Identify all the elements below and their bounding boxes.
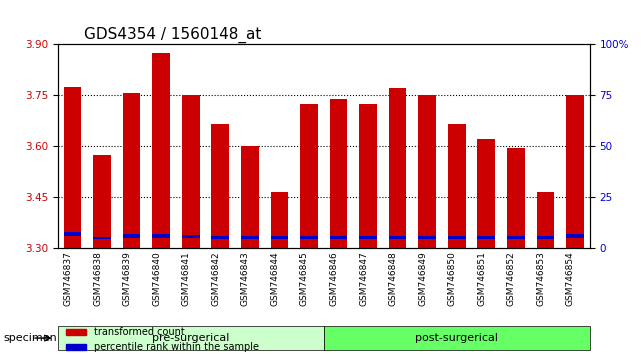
Bar: [241, 146, 259, 248]
Text: GSM746851: GSM746851: [478, 251, 487, 306]
Bar: [241, 236, 259, 239]
Bar: [419, 95, 436, 248]
Bar: [329, 98, 347, 248]
Bar: [388, 236, 406, 239]
Text: pre-surgerical: pre-surgerical: [152, 333, 229, 343]
Bar: [300, 236, 318, 239]
Bar: [537, 236, 554, 239]
Text: GSM746843: GSM746843: [241, 251, 250, 306]
Text: GDS4354 / 1560148_at: GDS4354 / 1560148_at: [85, 27, 262, 43]
Text: GSM746850: GSM746850: [447, 251, 456, 306]
Bar: [359, 104, 377, 248]
Bar: [63, 87, 81, 248]
Bar: [271, 192, 288, 248]
Text: post-surgerical: post-surgerical: [415, 333, 498, 343]
Text: GSM746844: GSM746844: [271, 251, 279, 306]
Bar: [271, 236, 288, 239]
Bar: [419, 236, 436, 239]
Bar: [63, 232, 81, 236]
Bar: [448, 124, 465, 248]
Bar: [182, 95, 199, 248]
Text: specimen: specimen: [3, 333, 57, 343]
Bar: [93, 154, 111, 248]
Legend: transformed count, percentile rank within the sample: transformed count, percentile rank withi…: [63, 324, 263, 354]
Bar: [212, 236, 229, 239]
Bar: [329, 236, 347, 239]
Bar: [122, 93, 140, 248]
Bar: [478, 139, 495, 248]
Text: GSM746840: GSM746840: [152, 251, 161, 306]
Bar: [537, 192, 554, 248]
Bar: [182, 235, 199, 238]
Bar: [388, 88, 406, 248]
Bar: [359, 236, 377, 239]
Text: GSM746841: GSM746841: [181, 251, 191, 306]
Bar: [566, 234, 584, 238]
Bar: [300, 104, 318, 248]
Bar: [478, 236, 495, 239]
Text: GSM746837: GSM746837: [63, 251, 72, 306]
Text: GSM746845: GSM746845: [300, 251, 309, 306]
Bar: [93, 236, 111, 239]
Bar: [566, 95, 584, 248]
Text: GSM746852: GSM746852: [507, 251, 516, 306]
Text: GSM746849: GSM746849: [418, 251, 427, 306]
Text: GSM746842: GSM746842: [212, 251, 221, 306]
Text: GSM746847: GSM746847: [359, 251, 368, 306]
Bar: [212, 124, 229, 248]
Text: GSM746838: GSM746838: [93, 251, 102, 306]
Text: GSM746854: GSM746854: [566, 251, 575, 306]
Bar: [153, 234, 170, 238]
Bar: [507, 148, 525, 248]
Bar: [448, 236, 465, 239]
Text: GSM746853: GSM746853: [537, 251, 545, 306]
Bar: [122, 234, 140, 238]
Text: GSM746839: GSM746839: [122, 251, 131, 306]
Text: GSM746846: GSM746846: [329, 251, 338, 306]
Text: GSM746848: GSM746848: [388, 251, 397, 306]
Bar: [153, 53, 170, 248]
Bar: [507, 236, 525, 239]
